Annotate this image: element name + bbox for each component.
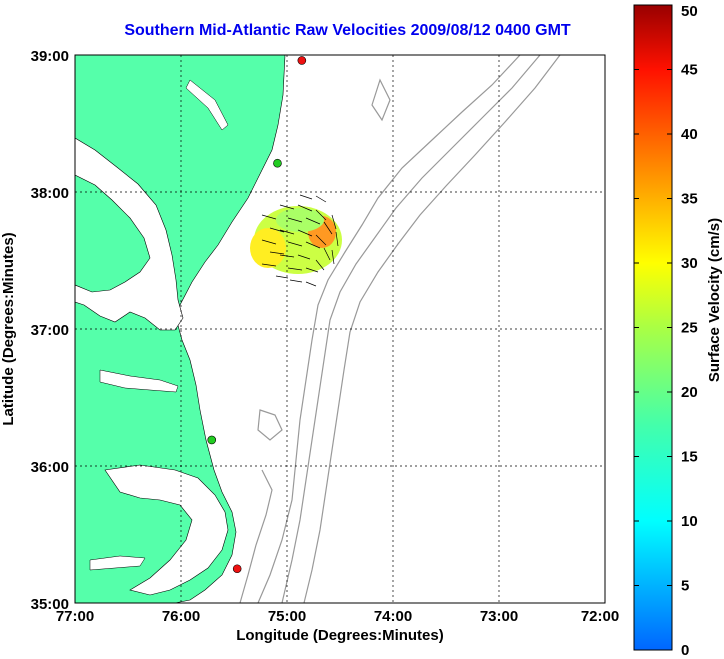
colorbar-tick-label: 35 [681,191,698,208]
y-axis-label: Latitude (Degrees:Minutes) [0,232,17,425]
bathymetry-contours [239,55,561,603]
x-tick-label: 72:00 [581,608,619,625]
x-tick-label: 76:00 [162,608,200,625]
x-tick-label: 77:00 [56,608,94,625]
x-tick-label: 73:00 [480,608,518,625]
river-2 [89,555,146,571]
station-markers [207,56,307,574]
colorbar-tick-label: 0 [681,642,689,659]
colorbar-label: Surface Velocity (cm/s) [706,218,723,382]
station-marker-red [232,564,242,574]
river-1 [99,369,179,393]
colorbar-tick-label: 25 [681,320,698,337]
x-tick-label: 74:00 [374,608,412,625]
station-marker-green [273,158,282,168]
x-tick-label: 75:00 [268,608,306,625]
y-tick-label: 37:00 [31,322,69,339]
velocity-vectors [261,194,339,287]
y-tick-label: 35:00 [31,596,69,613]
colorbar-tick-label: 40 [681,126,698,143]
colorbar-tick-label: 45 [681,62,698,79]
colorbar-tick-label: 20 [681,384,698,401]
river-3 [185,79,229,131]
y-tick-label: 38:00 [31,185,69,202]
colorbar-tick-label: 30 [681,255,698,272]
colorbar [633,4,673,651]
colorbar-tick-label: 10 [681,513,698,530]
station-marker-green [207,435,217,445]
y-tick-label: 39:00 [31,48,69,65]
chesapeake-bay [75,137,184,331]
grid-lines [75,55,605,603]
velocity-field [250,206,342,274]
colorbar-tick-label: 15 [681,449,698,466]
colorbar-tick-label: 5 [681,578,689,595]
colorbar-tick-label: 50 [681,3,698,20]
y-tick-label: 36:00 [31,459,69,476]
station-marker-red [297,56,307,65]
x-axis-label: Longitude (Degrees:Minutes) [236,627,444,644]
map-title: Southern Mid-Atlantic Raw Velocities 200… [124,22,571,39]
sound-water [104,464,229,596]
plot-frame [74,54,606,604]
